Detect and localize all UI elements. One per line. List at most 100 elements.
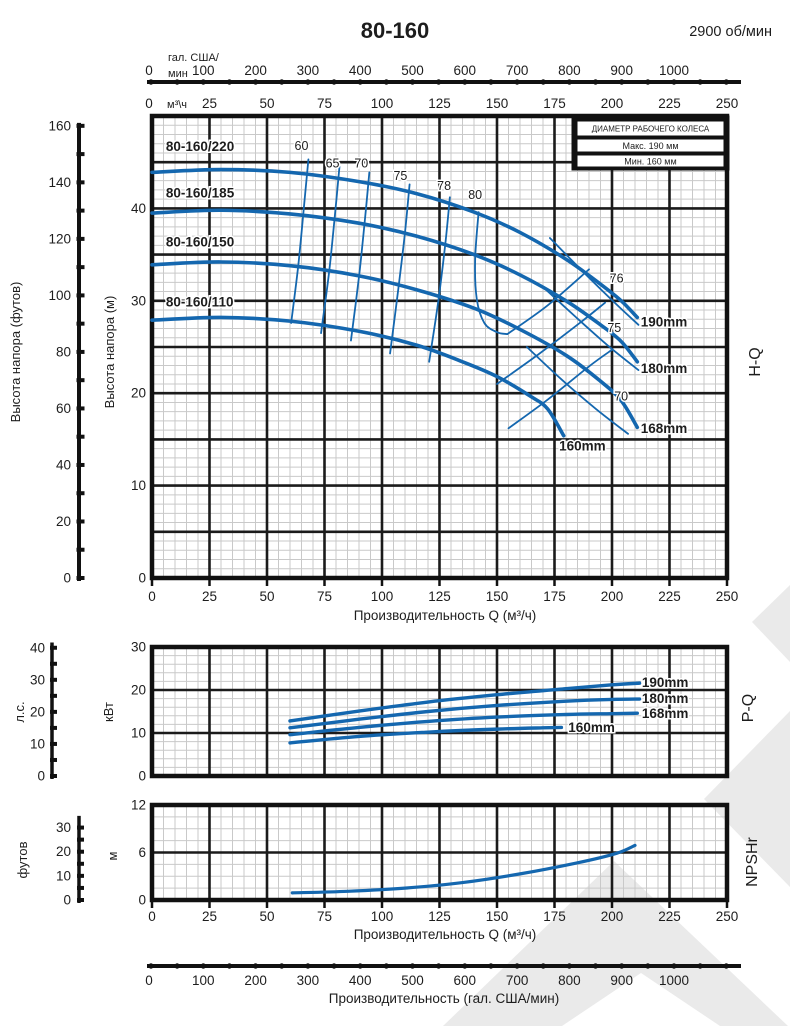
efficiency-label: 76 bbox=[610, 271, 624, 285]
npshr-y-ft-label: футов bbox=[15, 841, 30, 878]
hq-x-tick: 200 bbox=[601, 589, 624, 604]
hq-y-m-tick: 40 bbox=[131, 201, 146, 216]
efficiency-label: 60 bbox=[295, 139, 309, 153]
gal-bottom-tick: 300 bbox=[297, 973, 320, 988]
hq-curve-190mm bbox=[150, 167, 640, 320]
pq-diameter-label: 160mm bbox=[568, 720, 615, 735]
hq-y-ft-tick: 160 bbox=[48, 118, 71, 133]
bottom-gal-axis: 0 100 200 300 400 500 600 700 800 900 1000 Производ… bbox=[145, 963, 741, 1006]
hq-y-ft-tick: 0 bbox=[63, 571, 71, 586]
npshr-x-tick: 225 bbox=[658, 909, 681, 924]
hq-curve-168mm bbox=[150, 260, 640, 430]
gal-bottom-tick: 700 bbox=[506, 973, 529, 988]
pq-y-kw-label: кВт bbox=[101, 702, 116, 722]
gal-unit-line2: мин bbox=[168, 68, 188, 80]
m3h-top-tick: 225 bbox=[658, 96, 681, 111]
gal-top-tick: 500 bbox=[401, 63, 424, 78]
m3h-top-tick: 100 bbox=[371, 96, 394, 111]
legend-title: ДИАМЕТР РАБОЧЕГО КОЛЕСА bbox=[592, 125, 710, 134]
page-title: 80-160 bbox=[361, 18, 430, 43]
hq-y-m-label: Высота напора (м) bbox=[102, 296, 117, 409]
hq-x-tick: 175 bbox=[543, 589, 566, 604]
pq-side-label: P-Q bbox=[740, 694, 757, 722]
diameter-label: 160mm bbox=[559, 438, 606, 453]
pq-diameter-label: 168mm bbox=[642, 706, 689, 721]
hq-x-tick: 150 bbox=[486, 589, 509, 604]
efficiency-line-75 bbox=[389, 183, 411, 355]
npshr-y-m-tick: 6 bbox=[138, 845, 146, 860]
hq-y-ft-label: Высота напора (футов) bbox=[8, 282, 23, 423]
npshr-x-tick: 250 bbox=[716, 909, 739, 924]
diameter-label: 168mm bbox=[641, 421, 688, 436]
hq-y-ft-tick: 20 bbox=[56, 514, 71, 529]
npshr-side-label: NPSHr bbox=[744, 836, 761, 886]
npshr-y-ft-tick: 30 bbox=[56, 820, 71, 835]
pq-y-hp-tick: 20 bbox=[30, 704, 45, 719]
sheet-header: 80-160 2900 об/мин bbox=[361, 18, 772, 43]
gal-bottom-tick: 400 bbox=[349, 973, 372, 988]
efficiency-label: 80 bbox=[468, 188, 482, 202]
legend-max: Макс. 190 мм bbox=[622, 141, 678, 151]
npshr-x-tick: 200 bbox=[601, 909, 624, 924]
model-label: 80-160/220 bbox=[166, 139, 234, 154]
npshr-y-m-tick: 12 bbox=[131, 798, 146, 813]
watermark-chevrons bbox=[443, 585, 790, 1026]
hq-x-tick: 125 bbox=[428, 589, 451, 604]
npshr-y-ft-tick: 20 bbox=[56, 844, 71, 859]
hq-x-tick: 250 bbox=[716, 589, 739, 604]
pq-y-hp-tick: 30 bbox=[30, 672, 45, 687]
gal-top-tick: 400 bbox=[349, 63, 372, 78]
efficiency-label: 65 bbox=[326, 157, 340, 171]
efficiency-line bbox=[496, 301, 606, 385]
gal-unit-line1: гал. США/ bbox=[168, 52, 220, 64]
pq-curve-160mm bbox=[288, 725, 564, 745]
npshr-y-m-tick: 0 bbox=[138, 893, 146, 908]
npshr-x-tick: 25 bbox=[202, 909, 217, 924]
npshr-x-tick: 125 bbox=[428, 909, 451, 924]
npshr-y-m-label: м bbox=[105, 851, 120, 860]
hq-y-ft-tick: 100 bbox=[48, 288, 71, 303]
npshr-x-tick: 100 bbox=[371, 909, 394, 924]
diameter-label: 180mm bbox=[641, 361, 688, 376]
pq-y-kw-tick: 0 bbox=[138, 769, 146, 784]
gal-bottom-caption: Производительность (гал. США/мин) bbox=[329, 991, 559, 1006]
diameter-label: 190mm bbox=[641, 315, 688, 330]
gal-top-tick: 300 bbox=[297, 63, 320, 78]
pq-curve-168mm bbox=[288, 711, 639, 737]
gal-bottom-tick: 100 bbox=[192, 973, 215, 988]
hq-x-tick: 25 bbox=[202, 589, 217, 604]
efficiency-line-70 bbox=[350, 171, 371, 342]
m3h-top-tick: 25 bbox=[202, 96, 217, 111]
hq-x-tick: 100 bbox=[371, 589, 394, 604]
hq-y-m-tick: 20 bbox=[131, 386, 146, 401]
gal-bottom-tick: 800 bbox=[558, 973, 581, 988]
npshr-y-ft-tick: 10 bbox=[56, 868, 71, 883]
gal-top-tick: 200 bbox=[244, 63, 267, 78]
efficiency-label: 70 bbox=[354, 157, 368, 171]
hq-x-tick: 225 bbox=[658, 589, 681, 604]
m3h-top-tick: 250 bbox=[716, 96, 739, 111]
hq-y-ft-tick: 120 bbox=[48, 231, 71, 246]
gal-top-tick: 900 bbox=[610, 63, 633, 78]
hq-y-m-tick: 30 bbox=[131, 293, 146, 308]
gal-top-tick: 800 bbox=[558, 63, 581, 78]
pq-curve-180mm bbox=[288, 697, 642, 730]
npshr-x-tick: 50 bbox=[259, 909, 274, 924]
efficiency-label: 75 bbox=[607, 321, 621, 335]
efficiency-label: 78 bbox=[437, 179, 451, 193]
hq-y-ft-tick: 60 bbox=[56, 401, 71, 416]
gal-bottom-tick: 900 bbox=[610, 973, 633, 988]
pq-y-hp-tick: 10 bbox=[30, 736, 45, 751]
pq-diameter-label: 190mm bbox=[642, 675, 689, 690]
m3h-top-tick: 150 bbox=[486, 96, 509, 111]
model-label: 80-160/150 bbox=[166, 234, 234, 249]
pq-y-kw-tick: 30 bbox=[131, 640, 146, 655]
gal-top-tick: 600 bbox=[454, 63, 477, 78]
gal-top-tick: 100 bbox=[192, 63, 215, 78]
npshr-y-ft-tick: 0 bbox=[63, 893, 71, 908]
gal-bottom-tick: 200 bbox=[244, 973, 267, 988]
m3h-top-tick: 50 bbox=[259, 96, 274, 111]
